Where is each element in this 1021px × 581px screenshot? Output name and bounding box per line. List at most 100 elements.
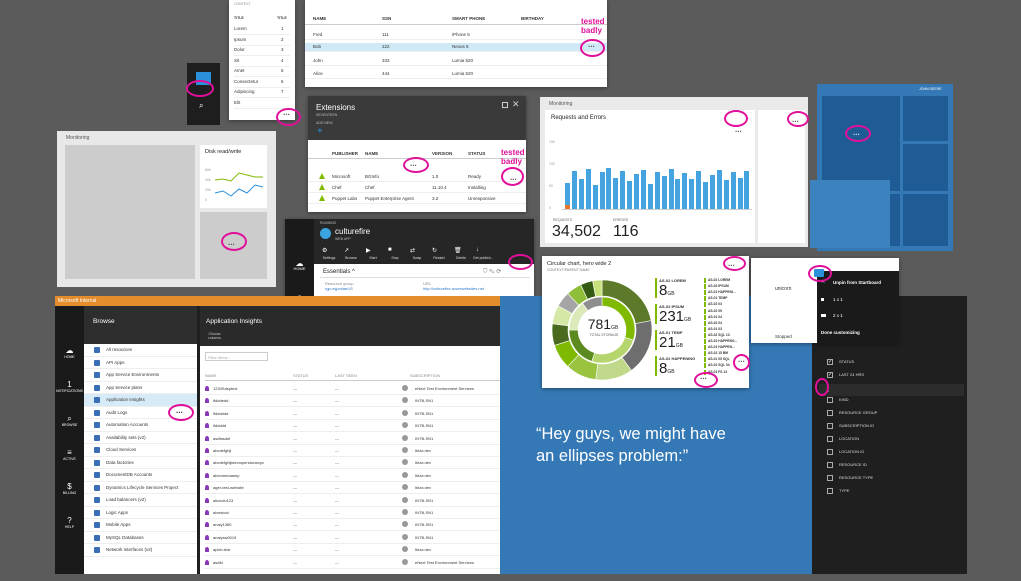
tile[interactable] [903,194,948,246]
name-cell[interactable]: analy1380 [213,522,232,528]
browse-item[interactable]: Dynamics Lifecycle Services Project [84,482,197,494]
name-cell[interactable]: alvestool [213,510,229,515]
close-icon[interactable]: ✕ [512,99,520,109]
list-item-title[interactable]: Sit [234,57,240,63]
browse-item[interactable]: App Service Environments [84,369,197,382]
column-option[interactable]: LOCATION [827,435,957,445]
name-cell[interactable]: 1234Sdsptext [213,386,238,391]
table-row[interactable]: analy1380 --- --- INTB-SN1 [205,519,500,532]
menu-item-2x1[interactable]: 2 x 1 [833,313,843,318]
nav-item[interactable]: ☁ HOME [55,346,84,360]
menu-item-1x1[interactable]: 1 x 1 [833,297,843,302]
tile[interactable] [903,144,948,191]
disk-chart-tile[interactable]: Disk read/write 60k 40k 20k 0 [200,145,267,208]
name-cell[interactable]: abcdefghijklmnoperstuvwxyz [213,460,264,466]
column-option[interactable]: TYPE [827,487,957,497]
table-row-selected[interactable]: Bob 222 Nexus 5 [305,43,607,52]
name-cell[interactable]: ifdddddd [213,410,229,416]
name-cell[interactable]: ager-test-website [213,485,244,491]
checkbox[interactable] [827,449,833,455]
table-row[interactable]: ifdddddd --- --- INTB-SN1 [205,408,500,420]
table-row[interactable]: abcdefghijklmnoperstuvwxyz --- --- Ibiza de… [205,457,500,470]
browse-item[interactable]: MySQL Databases [84,532,197,544]
list-item-title[interactable]: Elit [234,99,241,105]
checkbox[interactable] [827,410,833,416]
toolbar-button[interactable]: Swap [412,256,422,260]
column-option[interactable]: ✓ STATUS [827,358,957,368]
placeholder-tile[interactable] [65,145,195,279]
menu-item-unpin[interactable]: Unpin from Startboard [833,280,881,285]
choose-columns-button[interactable]: Choose columns [208,332,222,340]
table-row[interactable]: John 333 Lumia 520 [305,57,607,66]
name-cell[interactable]: apicb-test [213,547,231,553]
list-item-title[interactable]: Lorem [234,26,247,31]
requests-chart-tile[interactable]: Requests and Errors 150 100 50 0 REQUEST… [545,110,755,243]
table-row[interactable]: ifdddedd --- --- INTB-SN1 [205,395,500,408]
table-row[interactable]: ager-test-website --- --- Ibiza dev [205,482,500,495]
toolbar-button[interactable]: Stop [391,256,399,260]
table-row[interactable]: alicoolu123 --- --- INTB-SN1 [205,495,500,507]
app-insights-ellipsis[interactable]: ... [176,406,183,415]
checkbox[interactable] [827,488,833,494]
table-row[interactable]: asdfasdsf --- --- INTB-SN1 [205,433,500,445]
browse-item[interactable]: Automation Accounts [84,419,197,432]
table-row[interactable]: alvestool --- --- INTB-SN1 [205,507,500,519]
home-nav[interactable]: ☁ HOME [285,260,314,272]
table-row[interactable]: asdfd --- --- eNext Test Environment Servic… [205,557,500,569]
browse-item[interactable]: Application Insights [84,394,197,407]
table-row[interactable]: apicb-test --- --- Ibiza dev [205,544,500,557]
tile[interactable] [822,96,900,191]
column-option[interactable]: LOCATION ID [827,448,957,458]
list-item-title[interactable]: Adipiscing [234,89,255,94]
list-item-title[interactable]: Amet [234,68,245,73]
tile-ellipsis[interactable]: ... [735,125,742,134]
field-value[interactable]: http://culturefire.azurewebsites.net [423,286,484,291]
browse-item[interactable]: Data factories [84,457,197,469]
browse-item[interactable]: API Apps [84,357,197,369]
nav-item[interactable]: 1 NOTIFICATIONS [55,380,84,394]
list-item-title[interactable]: Ipsum [234,36,247,42]
browse-item[interactable]: Network interfaces (v2) [84,544,197,557]
field-value[interactable]: rgp-mjpotlaeUS [325,286,353,291]
table-row[interactable]: 1234Sdsptext --- --- eNext Test Environment… [205,383,500,395]
column-option[interactable]: RESOURCE GROUP [827,409,957,419]
name-cell[interactable]: abcmmmaamp [213,472,240,478]
nav-item[interactable]: ≡ ACTIVE [55,448,84,462]
name-cell[interactable]: abcdefghjl [213,448,232,453]
side-tile[interactable]: ... [758,110,805,243]
column-option[interactable]: RESOURCE TYPE [827,474,957,484]
table-row[interactable]: abcmmmaamp --- --- Ibiza dev [205,470,500,482]
name-cell[interactable]: ifddddd [213,423,227,429]
table-row[interactable]: Microsoft BGInfo 1.0 Ready [308,171,526,182]
browse-item[interactable]: App Service plans [84,382,197,394]
table-row[interactable]: Fred 111 iPhone 5 [305,31,607,40]
nav-item[interactable]: ? HELP [55,516,84,530]
checkbox[interactable] [827,436,833,442]
browse-item[interactable]: All resources [84,344,197,357]
nav-item[interactable]: ⌕ BROWSE [55,414,84,428]
checkbox[interactable] [827,423,833,429]
browse-item[interactable]: Availability sets (v2) [84,432,197,444]
menu-item-done[interactable]: Done customizing [821,330,860,335]
table-row[interactable]: ifddddd --- --- INTB-SN1 [205,420,500,433]
browse-item[interactable]: DocumentDB Accounts [84,469,197,482]
list-item-title[interactable]: Consectetur [234,78,259,84]
checkbox-checked[interactable]: ✓ [827,372,833,378]
browse-item[interactable]: Audit Logs [84,407,197,419]
essentials-icons[interactable]: ⛉ ✎ ⟳ [483,269,502,275]
name-cell[interactable]: alicoolu123 [213,497,234,503]
add-button[interactable]: + [317,126,323,137]
toolbar-button[interactable]: Start [369,256,377,260]
table-row[interactable]: Chef Chef 11.10.4 Installing [308,182,526,193]
checkbox[interactable] [827,475,833,481]
toolbar-button[interactable]: Restart [433,256,445,260]
nav-item[interactable]: $ BILLING [55,482,84,496]
browse-item[interactable]: Logic Apps [84,507,197,519]
name-cell[interactable]: asdfasdsf [213,435,231,441]
toolbar-button[interactable]: Browse [345,256,357,260]
table-row[interactable]: abcdefghjl --- --- Ibiza dev [205,445,500,457]
essentials-header[interactable]: Essentials ^ [323,269,355,275]
browse-item[interactable]: Mobile Apps [84,519,197,532]
column-option[interactable]: ✓ LAST 24 HRS [827,371,957,381]
table-row[interactable]: analysw0019 --- --- INTB-SN1 [205,532,500,544]
